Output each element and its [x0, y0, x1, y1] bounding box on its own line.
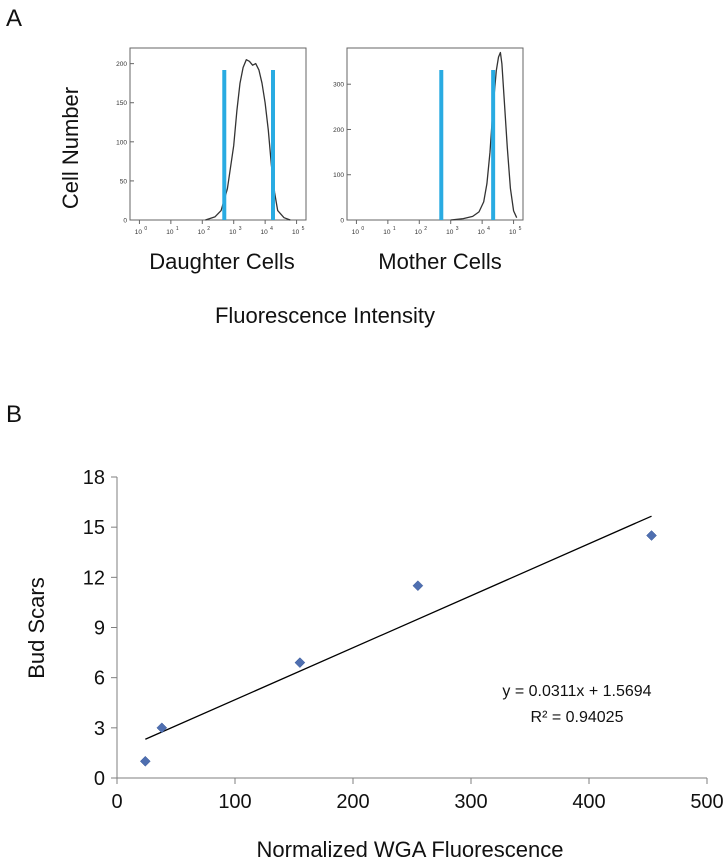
daughter-x-tick-label: 10 — [292, 229, 300, 236]
bud-scars-scatter-chart: 0 3 6 9 12 15 18 0 100 200 300 400 500 — [83, 467, 724, 813]
daughter-x-tick-exponent: 2 — [207, 226, 210, 232]
daughter-x-tick-exponent: 3 — [239, 226, 242, 232]
mother-histogram-curve — [450, 51, 518, 221]
x-tick-label: 400 — [572, 791, 605, 813]
daughter-x-tick-label: 10 — [166, 229, 174, 236]
linear-fit-line — [145, 515, 652, 740]
data-point — [139, 755, 151, 767]
mother-y-tick-label: 300 — [333, 82, 344, 89]
daughter-y-tick-label: 0 — [123, 218, 127, 225]
data-point — [294, 657, 306, 668]
y-tick-label: 3 — [94, 718, 105, 740]
mother-x-tick-exponent: 0 — [361, 226, 364, 232]
daughter-x-tick-exponent: 1 — [176, 226, 179, 232]
y-tick-label: 6 — [94, 668, 105, 690]
mother-x-tick-label: 10 — [446, 229, 454, 236]
daughter-x-tick-label: 10 — [261, 229, 269, 236]
daughter-x-tick-label: 10 — [229, 229, 237, 236]
x-tick-label: 0 — [111, 791, 122, 813]
mother-frame — [346, 47, 524, 221]
mother-x-tick-label: 10 — [478, 229, 486, 236]
mother-x-tick-exponent: 1 — [393, 226, 396, 232]
x-tick-label: 100 — [218, 791, 251, 813]
mother-cells-title: Mother Cells — [378, 249, 501, 274]
mother-y-tick-label: 200 — [333, 127, 344, 134]
data-point — [646, 530, 657, 541]
data-point — [156, 722, 168, 734]
mother-x-tick-label: 10 — [383, 229, 391, 236]
mother-x-tick-label: 10 — [352, 229, 360, 236]
y-tick-label: 15 — [83, 517, 105, 539]
mother-x-tick-exponent: 2 — [424, 226, 427, 232]
daughter-y-tick-label: 200 — [116, 61, 127, 68]
daughter-y-tick-label: 100 — [116, 139, 127, 146]
daughter-x-tick-label: 10 — [135, 229, 143, 236]
daughter-y-tick-label: 150 — [116, 100, 127, 107]
data-point — [412, 580, 424, 592]
fit-equation-label: y = 0.0311x + 1.5694 — [502, 683, 651, 700]
x-tick-label: 300 — [454, 791, 487, 813]
x-tick-label: 500 — [690, 791, 723, 813]
panel-label-a: A — [6, 5, 22, 32]
daughter-x-tick-exponent: 0 — [144, 226, 147, 232]
y-tick-label: 12 — [83, 567, 105, 589]
daughter-cells-title: Daughter Cells — [149, 249, 295, 274]
x-tick-label: 200 — [336, 791, 369, 813]
panel-label-b: B — [6, 401, 22, 428]
y-tick-label: 9 — [94, 618, 105, 640]
mother-x-tick-exponent: 5 — [519, 226, 522, 232]
mother-x-tick-exponent: 4 — [487, 226, 490, 232]
daughter-x-tick-exponent: 5 — [302, 226, 305, 232]
mother-x-tick-label: 10 — [509, 229, 517, 236]
y-tick-label: 0 — [94, 768, 105, 790]
daughter-frame — [129, 47, 307, 221]
y-tick-label: 18 — [83, 467, 105, 489]
daughter-x-tick-label: 10 — [198, 229, 206, 236]
mother-y-tick-label: 100 — [333, 172, 344, 179]
mother-x-tick-label: 10 — [415, 229, 423, 236]
mother-x-tick-exponent: 3 — [456, 226, 459, 232]
daughter-y-tick-label: 50 — [120, 178, 128, 185]
panel-b-x-axis-label: Normalized WGA Fluorescence — [257, 837, 564, 861]
panel-a-x-axis-label: Fluorescence Intensity — [215, 303, 435, 328]
daughter-x-tick-exponent: 4 — [270, 226, 273, 232]
panel-b-y-axis-label: Bud Scars — [24, 577, 49, 679]
daughter-histogram-curve — [205, 59, 291, 221]
panel-a-y-axis-label: Cell Number — [58, 87, 83, 209]
fit-r-squared-label: R² = 0.94025 — [531, 709, 624, 726]
mother-y-tick-label: 0 — [340, 218, 344, 225]
